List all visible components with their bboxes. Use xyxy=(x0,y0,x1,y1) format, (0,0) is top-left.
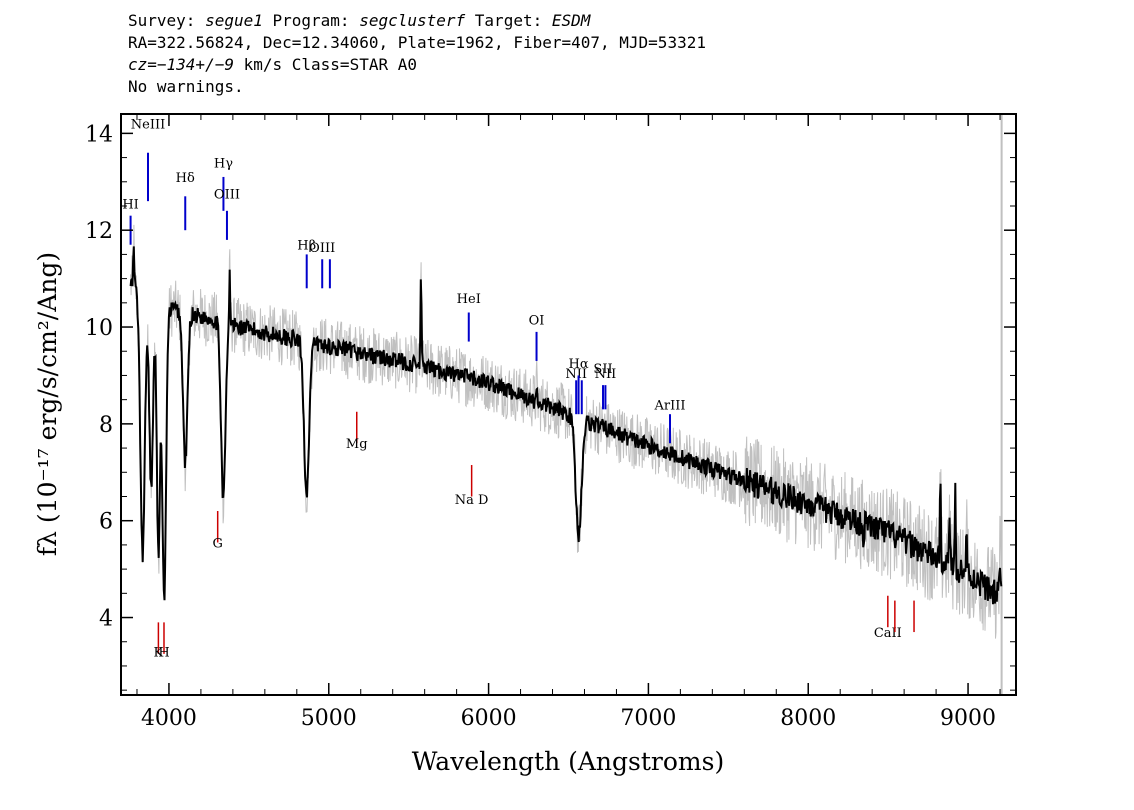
x-tick-label: 6000 xyxy=(461,706,517,731)
emission-line-label: NII xyxy=(565,367,587,382)
header-redshift-line: cz=−134+/−9 km/s Class=STAR A0 xyxy=(128,54,706,76)
y-tick-label: 10 xyxy=(85,316,113,341)
x-tick-label: 8000 xyxy=(780,706,836,731)
emission-line-label: OIII xyxy=(309,241,335,256)
y-tick-label: 4 xyxy=(99,607,113,632)
absorption-line-label: CaII xyxy=(874,626,902,641)
smoothed-flux-series xyxy=(129,246,1003,605)
y-tick-label: 8 xyxy=(99,413,113,438)
header-survey-line: Survey: segue1 Program: segclusterf Targ… xyxy=(128,10,706,32)
smoothed-flux-layer xyxy=(129,246,1003,605)
program-value: segclusterf xyxy=(359,11,466,30)
axis-ticks: 4000 5000 6000 7000 8000 9000 4 6 8 10 12 14 xyxy=(85,114,1016,731)
x-tick-label: 5000 xyxy=(301,706,357,731)
absorption-line-label: H xyxy=(158,645,169,660)
emission-line-label: ArIII xyxy=(653,398,685,413)
emission-line-label: Hβ xyxy=(297,239,316,254)
target-value: ESDM xyxy=(551,11,591,30)
y-axis-title: fλ (10⁻¹⁷ erg/s/cm²/Ang) xyxy=(33,252,62,556)
y-tick-label: 14 xyxy=(85,122,113,147)
header-warnings-line: No warnings. xyxy=(128,77,244,96)
y-tick-label: 12 xyxy=(85,219,113,244)
emission-line-label: NII xyxy=(595,367,617,382)
x-tick-label: 7000 xyxy=(620,706,676,731)
emission-line-label: HeI xyxy=(457,292,481,307)
emission-line-label: Hα xyxy=(569,357,589,372)
emission-line-label: HI xyxy=(122,197,138,212)
raw-flux-layer xyxy=(130,114,1003,695)
absorption-line-label: Mg xyxy=(346,437,368,452)
emission-line-label: SII xyxy=(593,362,612,377)
emission-line-label: Hδ xyxy=(176,171,195,186)
survey-value: segue1 xyxy=(205,11,263,30)
absorption-line-label: K xyxy=(154,645,164,660)
redshift-class: km/s Class=STAR A0 xyxy=(233,55,417,74)
x-axis-title: Wavelength (Angstroms) xyxy=(412,747,724,776)
survey-label: Survey: xyxy=(128,11,206,30)
spectrum-header: Survey: segue1 Program: segclusterf Targ… xyxy=(128,10,706,98)
emission-line-label: NeIII xyxy=(131,118,165,133)
x-tick-label: 4000 xyxy=(141,706,197,731)
x-tick-label: 9000 xyxy=(940,706,996,731)
target-label: Target: xyxy=(465,11,552,30)
emission-line-label: OIII xyxy=(214,188,240,203)
plot-frame xyxy=(120,113,1017,696)
y-tick-label: 6 xyxy=(99,510,113,535)
emission-line-label: OI xyxy=(529,314,545,329)
absorption-line-label: Na D xyxy=(455,493,489,508)
absorption-line-label: G xyxy=(212,536,222,551)
header-coordinates-line: RA=322.56824, Dec=12.34060, Plate=1962, … xyxy=(128,33,706,52)
raw-flux-series xyxy=(130,224,1002,639)
redshift-value: cz=−134+/−9 xyxy=(128,55,234,74)
program-label: Program: xyxy=(262,11,360,30)
emission-line-label: Hγ xyxy=(214,156,233,171)
